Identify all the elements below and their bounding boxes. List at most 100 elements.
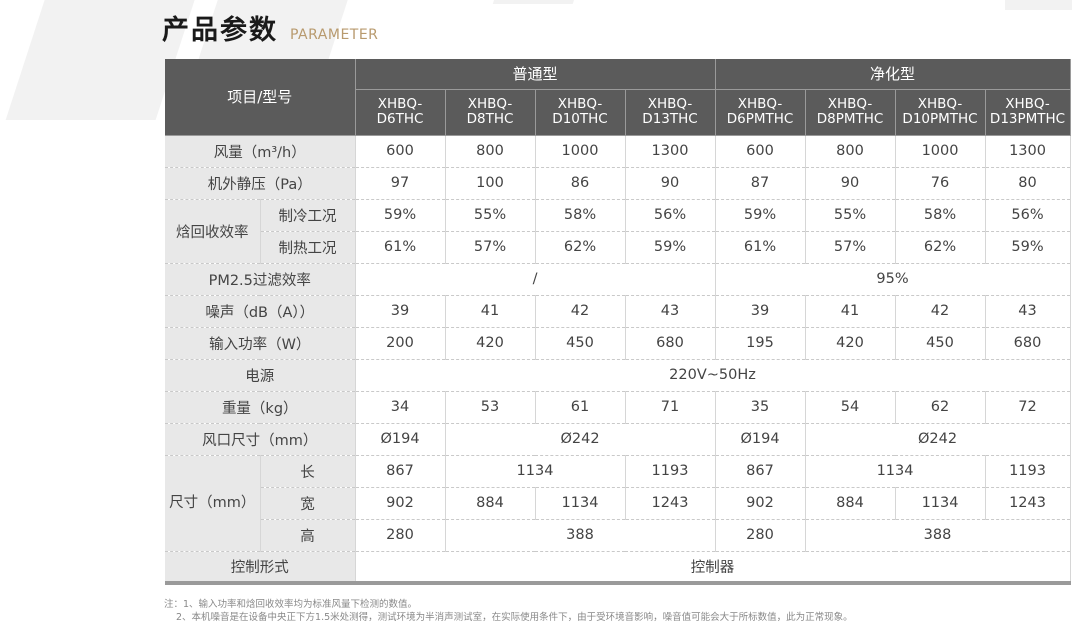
table-cell: 59% — [355, 199, 446, 232]
model-header: XHBQ-D10THC — [535, 89, 626, 136]
table-cell: 41 — [445, 295, 536, 328]
table-cell: 1134 — [895, 487, 986, 520]
watermark-shape — [492, 0, 578, 4]
table-cell: 43 — [625, 295, 716, 328]
table-cell: 55% — [445, 199, 536, 232]
table-row: 高 280 388 280 388 — [165, 519, 1071, 552]
table-cell: 35 — [715, 391, 806, 424]
row-sublabel: 宽 — [260, 487, 356, 520]
table-cell: 55% — [805, 199, 896, 232]
model-header: XHBQ-D8THC — [445, 89, 536, 136]
table-cell: 62% — [535, 231, 626, 264]
table-cell: 34 — [355, 391, 446, 424]
table-cell: 71 — [625, 391, 716, 424]
table-cell: 97 — [355, 167, 446, 200]
table-cell: 54 — [805, 391, 896, 424]
table-cell: 62 — [895, 391, 986, 424]
row-sublabel: 制冷工况 — [260, 199, 356, 232]
table-cell: 90 — [625, 167, 716, 200]
table-cell: 53 — [445, 391, 536, 424]
footnote: 注：1、输入功率和焓回收效率均为标准风量下检测的数值。 — [164, 599, 418, 610]
table-cell: 600 — [715, 135, 806, 168]
table-cell: 57% — [805, 231, 896, 264]
row-label: 电源 — [165, 359, 356, 392]
model-header: XHBQ-D13THC — [625, 89, 716, 136]
table-cell: 1134 — [445, 455, 626, 488]
table-cell: 41 — [805, 295, 896, 328]
corner-header: 项目/型号 — [165, 59, 356, 136]
model-header-row: XHBQ-D6THC XHBQ-D8THC XHBQ-D10THC XHBQ-D… — [165, 89, 1071, 136]
table-cell: 76 — [895, 167, 986, 200]
table-cell: 1000 — [535, 135, 626, 168]
table-cell: 388 — [445, 519, 716, 552]
table-cell: 1243 — [985, 487, 1071, 520]
section-header: 产品参数 PARAMETER — [162, 14, 378, 48]
table-cell: 39 — [715, 295, 806, 328]
row-label: 重量（kg） — [165, 391, 356, 424]
table-cell: 1300 — [625, 135, 716, 168]
table-cell: 42 — [895, 295, 986, 328]
row-sublabel: 高 — [260, 519, 356, 552]
row-label: 噪声（dB（A）） — [165, 295, 356, 328]
table-row: 风口尺寸（mm） Ø194 Ø242 Ø194 Ø242 — [165, 423, 1071, 456]
table-cell: 59% — [715, 199, 806, 232]
table-row: PM2.5过滤效率 / 95% — [165, 263, 1071, 296]
table-cell: 58% — [895, 199, 986, 232]
table-cell: 1000 — [895, 135, 986, 168]
row-label: PM2.5过滤效率 — [165, 263, 356, 296]
table-cell: 200 — [355, 327, 446, 360]
table-cell: 控制器 — [355, 551, 1071, 585]
table-cell: 43 — [985, 295, 1071, 328]
table-cell: 800 — [805, 135, 896, 168]
table-cell: 902 — [715, 487, 806, 520]
table-cell: 100 — [445, 167, 536, 200]
model-header: XHBQ-D13PMTHC — [985, 89, 1071, 136]
table-row: 噪声（dB（A）） 39 41 42 43 39 41 42 43 — [165, 295, 1071, 328]
page-title: 产品参数 — [162, 15, 278, 46]
table-cell: 280 — [355, 519, 446, 552]
table-cell: 56% — [985, 199, 1071, 232]
footnote: 2、本机噪音是在设备中央正下方1.5米处测得，测试环境为半消声测试室，在实际使用… — [176, 612, 853, 623]
table-row: 输入功率（W） 200 420 450 680 195 420 450 680 — [165, 327, 1071, 360]
table-row: 制热工况 61% 57% 62% 59% 61% 57% 62% 59% — [165, 231, 1071, 264]
model-header: XHBQ-D6PMTHC — [715, 89, 806, 136]
model-header: XHBQ-D6THC — [355, 89, 446, 136]
row-label: 焓回收效率 — [165, 199, 261, 264]
table-cell: Ø194 — [715, 423, 806, 456]
page-subtitle: PARAMETER — [290, 27, 379, 43]
table-cell: 1193 — [985, 455, 1071, 488]
watermark-shape — [1005, 0, 1072, 10]
row-sublabel: 制热工况 — [260, 231, 356, 264]
table-cell: 1134 — [805, 455, 986, 488]
table-cell: / — [355, 263, 716, 296]
row-sublabel: 长 — [260, 455, 356, 488]
table-cell: 1243 — [625, 487, 716, 520]
table-cell: 280 — [715, 519, 806, 552]
table-row: 风量（m³/h） 600 800 1000 1300 600 800 1000 … — [165, 135, 1071, 168]
table-cell: 388 — [805, 519, 1071, 552]
footnotes: 注：1、输入功率和焓回收效率均为标准风量下检测的数值。 2、本机噪音是在设备中央… — [164, 598, 853, 624]
model-header: XHBQ-D10PMTHC — [895, 89, 986, 136]
table-cell: Ø242 — [805, 423, 1071, 456]
table-row: 焓回收效率 制冷工况 59% 55% 58% 56% 59% 55% 58% 5… — [165, 199, 1071, 264]
table-row: 控制形式 控制器 — [165, 551, 1071, 585]
table-cell: 420 — [445, 327, 536, 360]
table-cell: 87 — [715, 167, 806, 200]
table-cell: Ø194 — [355, 423, 446, 456]
table-cell: 61 — [535, 391, 626, 424]
table-row: 机外静压（Pa） 97 100 86 90 87 90 76 80 — [165, 167, 1071, 200]
table-cell: 195 — [715, 327, 806, 360]
table-cell: 450 — [535, 327, 626, 360]
row-label: 控制形式 — [165, 551, 356, 585]
table-row: 电源 220V~50Hz — [165, 359, 1071, 392]
group-header-normal: 普通型 — [355, 59, 716, 90]
table-row: 宽 902 884 1134 1243 902 884 1134 1243 — [165, 487, 1071, 520]
table-cell: 867 — [355, 455, 446, 488]
row-label: 机外静压（Pa） — [165, 167, 356, 200]
table-cell: 800 — [445, 135, 536, 168]
table-cell: 59% — [625, 231, 716, 264]
table-cell: 57% — [445, 231, 536, 264]
table-cell: 86 — [535, 167, 626, 200]
group-header-purify: 净化型 — [715, 59, 1071, 90]
table-row: 尺寸（mm） 长 867 1134 1193 867 1134 1193 — [165, 455, 1071, 552]
